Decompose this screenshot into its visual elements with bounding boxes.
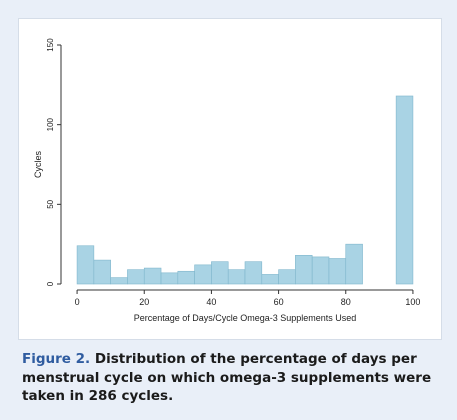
histogram-bar	[76, 245, 95, 285]
histogram-bar	[160, 272, 179, 285]
histogram-bar	[278, 269, 296, 285]
histogram-bar	[227, 269, 246, 285]
histogram-bar	[127, 269, 145, 285]
histogram-bars	[76, 95, 414, 285]
x-tick-label: 80	[341, 297, 351, 307]
histogram-bar	[345, 243, 363, 285]
histogram-bar	[395, 95, 414, 285]
histogram-bar	[93, 259, 111, 285]
x-tick-label: 20	[139, 297, 149, 307]
figure-caption: Figure 2. Distribution of the percentage…	[22, 350, 442, 406]
x-tick-label: 60	[274, 297, 284, 307]
x-tick-label: 100	[405, 297, 420, 307]
histogram-bar	[110, 277, 128, 285]
histogram-bar	[295, 255, 313, 285]
x-tick-label: 0	[75, 297, 80, 307]
y-tick-label: 150	[46, 38, 55, 52]
histogram-bar	[194, 264, 212, 285]
chart-panel: 0 50 100 150 0 20 40 60 80 100 Cycles Percentage…	[18, 18, 442, 340]
histogram-bar	[261, 274, 279, 285]
y-tick-label: 50	[46, 199, 55, 208]
figure-caption-text: Distribution of the percentage of days p…	[22, 351, 432, 404]
y-axis-ticks: 0 50 100 150	[46, 38, 61, 286]
x-axis-ticks: 0 20 40 60 80 100	[75, 290, 420, 307]
y-axis-label: Cycles	[33, 151, 43, 179]
histogram-bar	[143, 267, 162, 285]
histogram-bar	[311, 256, 330, 285]
x-axis-label: Percentage of Days/Cycle Omega-3 Supplem…	[134, 313, 357, 323]
histogram-chart: 0 50 100 150 0 20 40 60 80 100 Cycles Percentage…	[33, 38, 420, 323]
x-tick-label: 40	[206, 297, 216, 307]
y-tick-label: 0	[46, 281, 55, 286]
histogram-bar	[211, 261, 229, 285]
histogram-bar	[244, 261, 263, 285]
figure-label: Figure 2.	[22, 351, 91, 367]
y-tick-label: 100	[46, 117, 55, 131]
histogram-bar	[177, 270, 195, 285]
histogram-bar	[328, 258, 347, 285]
